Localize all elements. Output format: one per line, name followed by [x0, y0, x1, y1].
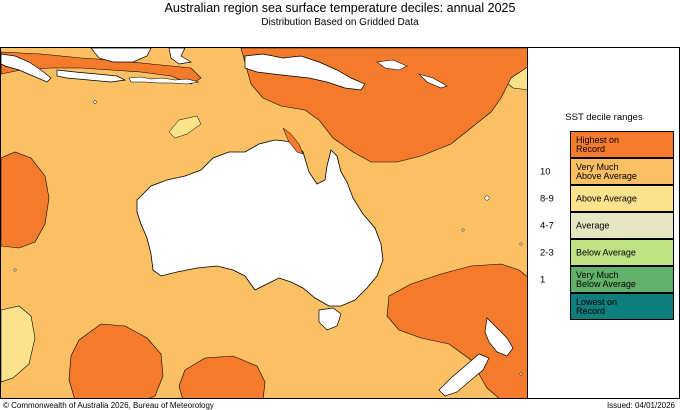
legend-swatch-very-much-above: [570, 158, 674, 185]
island-norfolk: [519, 242, 523, 246]
sst-map-canvas: [1, 48, 527, 398]
land-australia: [136, 139, 384, 307]
map-title: Australian region sea surface temperatur…: [164, 1, 516, 15]
legend-swatch-highest: [570, 131, 674, 158]
island-lord-howe: [461, 228, 465, 232]
legend-swatch-average: [570, 212, 674, 239]
legend-swatch-very-much-below: [570, 266, 674, 293]
legend-swatch-lowest: [570, 293, 674, 320]
land-sumatra: [1, 53, 52, 83]
legend-row-below: 2-3 Below Average: [528, 239, 680, 266]
land-java: [56, 69, 127, 83]
legend-code-below: 2-3: [540, 247, 554, 258]
legend-code-average: 4-7: [540, 220, 554, 231]
map-subtitle: Distribution Based on Gridded Data: [261, 17, 419, 28]
land-nz-south-island: [438, 353, 490, 397]
issued-date: Issued: 04/01/2026: [606, 401, 675, 410]
island-cocos: [13, 268, 17, 272]
land-new-britain: [376, 59, 408, 71]
land-nz-north-island: [484, 317, 514, 357]
legend-code-very-much-below: 1: [540, 274, 546, 285]
legend-title: SST decile ranges: [565, 112, 643, 123]
legend-label-highest: Highest on Record: [576, 134, 620, 154]
land-borneo: [90, 48, 152, 63]
legend-row-very-much-above: 10 Very Much Above Average: [528, 158, 680, 185]
island-new-caledonia: [484, 195, 490, 201]
legend-row-above: 8-9 Above Average: [528, 185, 680, 212]
legend-label-very-much-below: Very Much Below Average: [576, 269, 636, 289]
legend-label-average: Average: [576, 220, 610, 230]
region-above-average-southwest: [1, 305, 36, 383]
legend-label-very-much-above: Very Much Above Average: [576, 161, 637, 181]
copyright-notice: © Commonwealth of Australia 2026, Bureau…: [3, 401, 214, 410]
legend-label-below: Below Average: [576, 247, 636, 257]
legend-swatch-below: [570, 239, 674, 266]
island-christmas: [93, 100, 97, 104]
region-highest-southwest-ocean: [68, 323, 164, 398]
region-highest-west-coast: [1, 151, 50, 249]
land-new-guinea: [244, 53, 366, 91]
legend: SST decile ranges Highest on Record 10 V…: [528, 47, 680, 399]
island-macquarie: [519, 372, 523, 376]
legend-row-very-much-below: 1 Very Much Below Average: [528, 266, 680, 293]
land-tasmania: [318, 307, 342, 331]
legend-row-lowest: Lowest on Record: [528, 293, 680, 320]
region-highest-south-ocean: [178, 355, 266, 398]
legend-code-very-much-above: 10: [540, 166, 551, 177]
region-above-average-timor: [168, 115, 202, 139]
legend-code-above: 8-9: [540, 193, 554, 204]
land-sulawesi: [168, 48, 192, 65]
sst-map: [0, 47, 528, 399]
legend-label-above: Above Average: [576, 193, 637, 203]
legend-row-highest: Highest on Record: [528, 131, 680, 158]
land-cape-york-highest-strip: [282, 127, 304, 155]
land-lesser-sunda: [128, 76, 200, 85]
region-highest-tasman: [386, 263, 527, 398]
legend-label-lowest: Lowest on Record: [576, 296, 618, 316]
land-solomons: [417, 73, 448, 89]
legend-row-average: 4-7 Average: [528, 212, 680, 239]
legend-swatch-above: [570, 185, 674, 212]
